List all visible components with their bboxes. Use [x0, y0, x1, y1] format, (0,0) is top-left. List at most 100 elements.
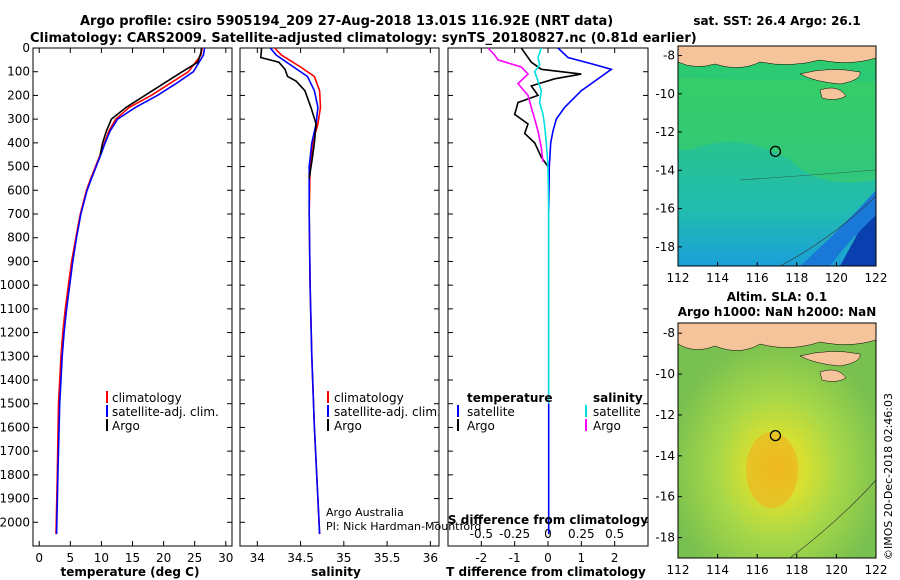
series-satellite-adj-clim-: [55, 47, 206, 535]
depth-tick-label: 800: [7, 231, 30, 245]
sla-contour: [789, 479, 876, 558]
s-diff-tick-label: 0.5: [605, 527, 624, 541]
legend-label-t-satellite: satellite: [467, 405, 515, 419]
difference-lines: [487, 47, 614, 535]
temperature-xlabel: temperature (deg C): [61, 565, 200, 579]
temperature-axes: [32, 47, 233, 547]
lon-tick-label: 114: [706, 563, 729, 577]
depth-tick-label: 1500: [0, 397, 30, 411]
lat-tick-label: -12: [655, 125, 675, 139]
sst-island-sumba: [819, 87, 847, 100]
depth-tick-label: 900: [7, 254, 30, 268]
lat-tick-label: -8: [663, 49, 675, 63]
lat-tick-label: -8: [663, 326, 675, 340]
lon-tick-label: 120: [825, 563, 848, 577]
temperature-panel: 0100200300400500600700800900100011001200…: [0, 41, 233, 579]
x-tick-label: 34.5: [287, 551, 314, 565]
sst-contour: [779, 195, 876, 266]
x-tick-label: 34: [250, 551, 265, 565]
difference-panel: -2 -1 0 1 2-0.5 -0.25 0 0.25 0.5 T difference fr…: [446, 47, 649, 579]
sla-argo-marker: [769, 429, 782, 442]
legend-title-salinity: salinity: [593, 391, 643, 405]
lat-tick-label: -18: [655, 240, 675, 254]
depth-tick-label: 1600: [0, 420, 30, 434]
x-tick-label: 30: [218, 551, 233, 565]
series-t-satellite: [547, 47, 614, 535]
s-diff-tick-label: 0.25: [568, 527, 595, 541]
series-climatology: [274, 47, 322, 535]
depth-tick-label: 1700: [0, 444, 30, 458]
sla-lat-axis: -8 -10 -12 -14 -16 -18: [655, 326, 682, 545]
legend-label-satellite: satellite-adj. clim.: [112, 405, 219, 419]
sst-lon-axis: 112 114 116 118 120 122: [667, 262, 887, 285]
depth-tick-label: 400: [7, 136, 30, 150]
legend-label-s-argo: Argo: [593, 419, 621, 433]
s-diff-tick-label: -0.25: [499, 527, 530, 541]
lat-tick-label: -16: [655, 202, 675, 216]
x-tick-label: 0: [544, 551, 552, 565]
x-tick-label: 1: [578, 551, 586, 565]
depth-tick-label: 300: [7, 112, 30, 126]
lon-tick-label: 116: [746, 271, 769, 285]
header-line1: Argo profile: csiro 5905194_209 27-Aug-2…: [80, 14, 613, 29]
depth-tick-label: 1100: [0, 302, 30, 316]
lon-tick-label: 112: [667, 271, 690, 285]
sla-map-frame: [677, 322, 877, 559]
sla-map-title: Altim. SLA: 0.1: [727, 290, 828, 304]
salinity-depth-ticks: [240, 47, 439, 523]
x-tick-label: 5: [66, 551, 74, 565]
depth-axis: 0 100 200 300 400 500 600 700 800 900 1000 1100 1200…: [0, 41, 232, 529]
lat-tick-label: -14: [655, 163, 675, 177]
lat-tick-label: -18: [655, 531, 675, 545]
legend-label-argo: Argo: [334, 419, 362, 433]
x-tick-label: 35.5: [374, 551, 401, 565]
salinity-x-axis: 34 34.5 35 35.5 36: [250, 48, 438, 565]
lon-tick-label: 118: [785, 563, 808, 577]
sla-map: Altim. SLA: 0.1 Argo h1000: NaN h2000: N…: [655, 290, 887, 577]
sla-high-core: [746, 432, 798, 508]
difference-xlabel-t: T difference from climatology: [446, 565, 646, 579]
sst-argo-marker: [769, 145, 782, 158]
x-tick-label: 10: [94, 551, 109, 565]
sst-contour-2: [739, 169, 876, 181]
x-tick-label: 36: [423, 551, 438, 565]
x-tick-label: 25: [187, 551, 202, 565]
depth-tick-label: 1000: [0, 278, 30, 292]
lat-tick-label: -12: [655, 408, 675, 422]
lat-tick-label: -16: [655, 490, 675, 504]
temperature-x-axis: 0 5 10 15 20 25 30: [35, 48, 233, 565]
sst-island-east: [799, 69, 861, 85]
difference-depth-ticks: [448, 47, 648, 523]
depth-tick-label: 200: [7, 88, 30, 102]
sst-warm-blob: [678, 78, 876, 183]
difference-x-axis: -2 -1 0 1 2-0.5 -0.25 0 0.25 0.5: [470, 48, 624, 565]
lon-tick-label: 112: [667, 563, 690, 577]
legend-label-satellite: satellite-adj. clim.: [334, 405, 441, 419]
sst-map-title: sat. SST: 26.4 Argo: 26.1: [693, 14, 860, 28]
legend-label-s-satellite: satellite: [593, 405, 641, 419]
depth-tick-label: 2000: [0, 515, 30, 529]
credit-line2: PI: Nick Hardman-Mountford: [326, 520, 481, 533]
depth-tick-label: 1300: [0, 349, 30, 363]
lon-tick-label: 114: [706, 271, 729, 285]
sla-land-north: [678, 323, 876, 351]
salinity-legend: climatology satellite-adj. clim. Argo: [327, 391, 441, 433]
difference-legend-salinity: salinity satellite Argo: [585, 391, 643, 433]
s-diff-tick-label: -0.5: [470, 527, 493, 541]
difference-legend-temperature: temperature satellite Argo: [457, 391, 552, 433]
x-tick-label: 20: [156, 551, 171, 565]
series-satellite-adj-clim-: [269, 47, 321, 535]
sst-map: sat. SST: 26.4 Argo: 26.1 112 114 116 118 12…: [655, 14, 887, 285]
depth-tick-label: 100: [7, 65, 30, 79]
legend-label-climatology: climatology: [112, 391, 182, 405]
lat-tick-label: -10: [655, 367, 675, 381]
series-argo: [99, 47, 203, 155]
sst-cold-band: [800, 190, 876, 266]
lon-tick-label: 118: [785, 271, 808, 285]
difference-xlabel-s: S difference from climatology: [448, 513, 648, 527]
x-tick-label: -2: [475, 551, 487, 565]
x-tick-label: 2: [611, 551, 619, 565]
series-climatology: [55, 47, 203, 535]
x-tick-label: 0: [35, 551, 43, 565]
